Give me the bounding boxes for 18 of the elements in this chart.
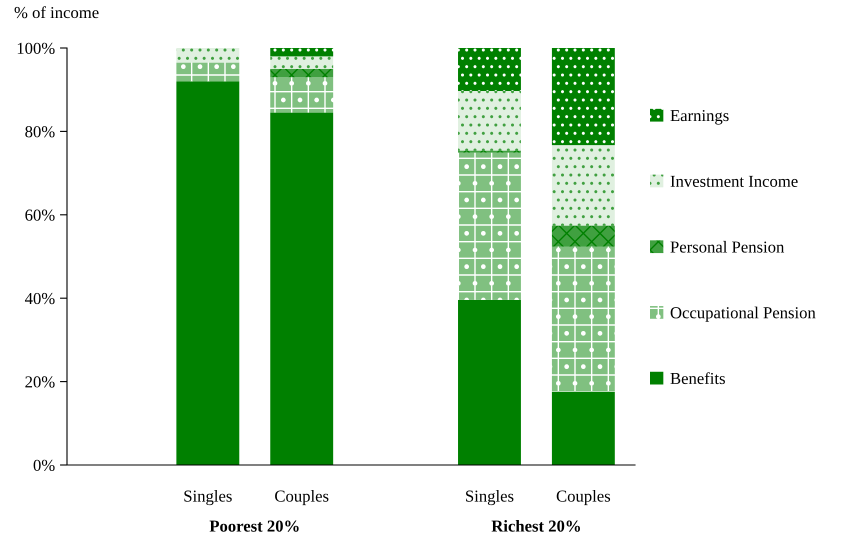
x-tick-label: Couples: [275, 490, 328, 506]
x-tick-label: Singles: [184, 490, 232, 506]
legend-label: Occupational Pension: [670, 306, 816, 322]
y-tick-label: 20%: [25, 376, 55, 388]
y-tick-label: 60%: [25, 210, 55, 221]
y-tick-label: 80%: [25, 126, 55, 138]
y-axis-title: % of income: [14, 6, 99, 18]
legend-label: Earnings: [670, 110, 729, 125]
legend-label: Personal Pension: [670, 240, 784, 253]
x-tick-label: Couples: [556, 490, 610, 506]
text: Poorest 20%: [210, 520, 299, 532]
text: Richest 20%: [492, 520, 580, 532]
x-tick-label: Singles: [466, 490, 514, 506]
y-tick-label: 40%: [24, 292, 55, 304]
y-tick-label: 100%: [18, 42, 55, 54]
y-tick-label: 0%: [34, 460, 55, 471]
legend-label: Investment Income: [670, 176, 798, 187]
legend-label: Benefits: [670, 372, 725, 384]
